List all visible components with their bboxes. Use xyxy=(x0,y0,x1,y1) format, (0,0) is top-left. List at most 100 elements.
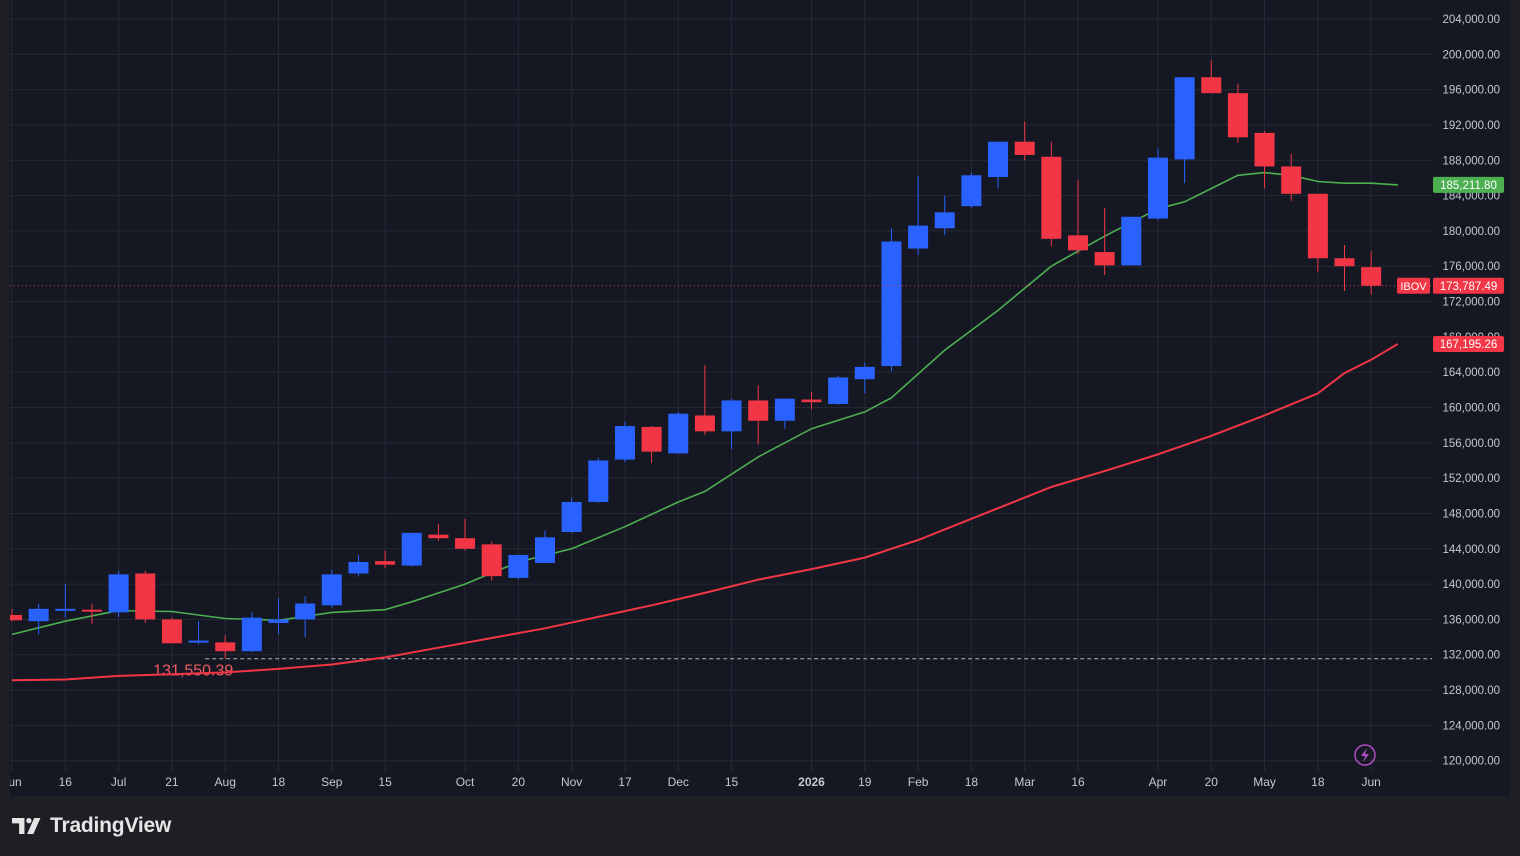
candle-body xyxy=(1254,132,1275,167)
candle[interactable] xyxy=(1227,83,1248,143)
candle-body xyxy=(401,532,422,566)
candle-body xyxy=(81,609,102,612)
candle[interactable] xyxy=(55,584,76,618)
candle-body xyxy=(535,537,555,563)
candle[interactable] xyxy=(241,612,262,653)
candlestick-chart[interactable]: 131,550.39 120,000.00 124,000.00 128,000.0… xyxy=(10,0,1510,796)
candle[interactable] xyxy=(801,391,822,410)
candle[interactable] xyxy=(561,497,582,533)
candle[interactable] xyxy=(748,385,769,445)
y-tick-label: 152,000.00 xyxy=(1442,473,1500,485)
candle[interactable] xyxy=(81,603,102,624)
candle-body xyxy=(748,400,769,421)
candle[interactable] xyxy=(321,569,342,608)
candle-body xyxy=(1014,141,1035,155)
candle[interactable] xyxy=(188,621,209,645)
candle[interactable] xyxy=(721,398,742,450)
x-tick-label: Jun xyxy=(1361,775,1380,789)
y-tick-label: 200,000.00 xyxy=(1442,49,1500,61)
candle[interactable] xyxy=(161,617,182,644)
candle-body xyxy=(694,415,715,432)
x-tick-label: 18 xyxy=(1311,775,1325,789)
candle[interactable] xyxy=(934,195,955,236)
candle[interactable] xyxy=(1041,141,1062,246)
candle[interactable] xyxy=(1254,131,1275,189)
candle-body xyxy=(55,608,76,611)
x-tick-label: 21 xyxy=(165,775,179,789)
candle-body xyxy=(908,225,929,249)
candle[interactable] xyxy=(988,141,1009,189)
candle[interactable] xyxy=(375,550,396,569)
candle[interactable] xyxy=(1094,207,1115,276)
candle[interactable] xyxy=(1334,245,1355,291)
candles[interactable] xyxy=(10,60,1382,659)
candle[interactable] xyxy=(135,570,156,623)
x-tick-label: Sep xyxy=(321,775,343,789)
x-tick-label: Nov xyxy=(561,775,582,789)
candle-body xyxy=(1041,156,1062,239)
candle[interactable] xyxy=(828,375,849,405)
price-axis[interactable]: 120,000.00 124,000.00 128,000.00 132,000.00… xyxy=(1442,14,1500,768)
candle[interactable] xyxy=(535,530,555,563)
candle-body xyxy=(161,619,182,644)
candle-body xyxy=(1068,235,1088,251)
chart-panel[interactable]: 131,550.39 120,000.00 124,000.00 128,000.0… xyxy=(10,0,1510,796)
candle[interactable] xyxy=(614,421,635,463)
candle[interactable] xyxy=(908,176,929,255)
candle[interactable] xyxy=(28,603,49,635)
candle-body xyxy=(934,212,955,229)
ma-fast-badge-bg xyxy=(1433,176,1504,193)
candle[interactable] xyxy=(694,365,715,435)
candle-body xyxy=(721,400,742,432)
candle[interactable] xyxy=(668,411,689,454)
y-tick-label: 156,000.00 xyxy=(1442,438,1500,450)
candle[interactable] xyxy=(1281,154,1302,201)
candle-body xyxy=(801,399,822,403)
tradingview-logo[interactable]: TradingView xyxy=(12,812,171,840)
brand-name: TradingView xyxy=(50,814,172,837)
candle-body xyxy=(455,538,476,549)
candle-body xyxy=(1227,93,1248,138)
candle[interactable] xyxy=(508,554,529,580)
candle-body xyxy=(1201,77,1222,94)
candle-body xyxy=(28,608,49,622)
candle[interactable] xyxy=(268,598,289,635)
x-tick-label: Jul xyxy=(111,775,126,789)
lightning-icon[interactable] xyxy=(1354,744,1376,766)
candle[interactable] xyxy=(1174,77,1195,184)
x-tick-label: 2026 xyxy=(798,775,825,789)
candle[interactable] xyxy=(481,541,502,581)
candle[interactable] xyxy=(401,532,422,567)
candle-body xyxy=(10,615,22,621)
candle-body xyxy=(641,426,662,452)
candle[interactable] xyxy=(1014,121,1035,161)
time-axis[interactable]: Jun 16 Jul 21 Aug 18 Sep 15 Oct 20 Nov 17 Dec 15 2026 1… xyxy=(10,775,1381,789)
candle[interactable] xyxy=(588,457,609,503)
symbol-tag-bg xyxy=(1397,277,1430,294)
y-tick-label: 188,000.00 xyxy=(1442,155,1500,167)
candle-body xyxy=(828,377,849,404)
last-price-badge: 173,787.49 xyxy=(1440,281,1498,293)
candle[interactable] xyxy=(348,554,369,577)
candle[interactable] xyxy=(1361,251,1382,295)
candle[interactable] xyxy=(854,362,875,394)
candle[interactable] xyxy=(1121,216,1142,266)
candle[interactable] xyxy=(774,398,795,429)
candle[interactable] xyxy=(455,518,476,551)
candle[interactable] xyxy=(1201,60,1222,94)
candle[interactable] xyxy=(961,172,982,208)
candle[interactable] xyxy=(108,570,129,617)
candle[interactable] xyxy=(10,608,22,622)
candle[interactable] xyxy=(881,228,902,372)
candle[interactable] xyxy=(1068,179,1088,254)
candle[interactable] xyxy=(1307,193,1328,272)
ma-slow-badge-bg xyxy=(1433,335,1504,352)
candle-body xyxy=(188,640,209,643)
candle[interactable] xyxy=(215,635,236,659)
candle[interactable] xyxy=(641,426,662,464)
candle[interactable] xyxy=(295,596,316,638)
x-tick-label: Jun xyxy=(10,775,22,789)
candle[interactable] xyxy=(428,524,449,541)
ma-slow-line xyxy=(11,343,1399,682)
candle[interactable] xyxy=(1147,148,1168,221)
